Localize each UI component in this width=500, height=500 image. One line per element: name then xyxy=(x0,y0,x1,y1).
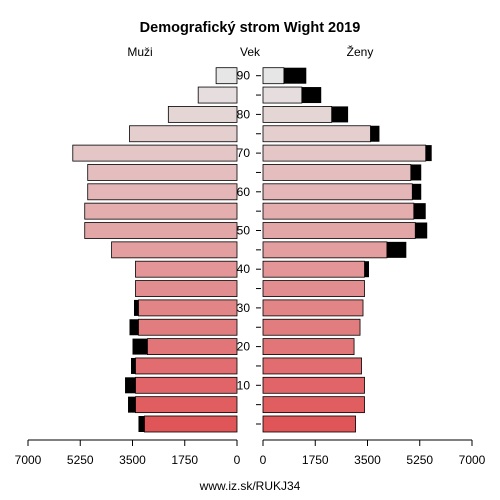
age-tick-label: 70 xyxy=(237,146,251,160)
male-bar-60-64 xyxy=(87,183,238,201)
male-excess-bar-30-34 xyxy=(133,299,139,316)
age-tick-label: 50 xyxy=(237,224,251,238)
male-excess-bar-5-9 xyxy=(128,396,136,413)
chart-title: Demografický strom Wight 2019 xyxy=(140,20,361,36)
female-excess-bar-40-44 xyxy=(364,261,369,278)
female-bar-70-74 xyxy=(262,144,427,162)
x-tick-label-right: 3500 xyxy=(354,453,381,467)
female-excess-bar-55-59 xyxy=(413,203,426,220)
female-excess-bar-65-69 xyxy=(410,164,422,181)
x-tick-label-left: 7000 xyxy=(15,453,42,467)
female-bar-45-49 xyxy=(262,241,388,259)
male-bar-90+ xyxy=(215,67,238,85)
male-bar-70-74 xyxy=(72,144,238,162)
left-series-label: Muži xyxy=(127,45,152,59)
male-excess-bar-0-4 xyxy=(138,416,145,432)
female-bar-90+ xyxy=(262,67,285,85)
age-tick-label: 30 xyxy=(237,301,251,315)
male-bar-50-54 xyxy=(84,222,238,239)
female-bar-25-29 xyxy=(262,318,361,336)
x-tick-label-right: 5250 xyxy=(406,453,433,467)
male-bars xyxy=(72,67,238,433)
right-series-label: Ženy xyxy=(347,44,374,59)
age-tick-label: 80 xyxy=(237,107,251,121)
male-bar-65-69 xyxy=(87,164,238,181)
female-excess-bar-45-49 xyxy=(386,241,407,258)
male-bar-30-34 xyxy=(138,299,238,317)
male-excess-bar-15-19 xyxy=(131,357,136,374)
female-bar-5-9 xyxy=(262,396,365,414)
age-tick-label: 40 xyxy=(237,262,251,276)
female-excess-bar-60-64 xyxy=(412,183,422,200)
female-bar-30-34 xyxy=(262,299,364,317)
male-bar-85-89 xyxy=(197,86,238,104)
female-bars xyxy=(262,67,432,433)
female-bar-75-79 xyxy=(262,125,371,143)
female-excess-bar-70-74 xyxy=(425,145,432,162)
age-tick-label: 60 xyxy=(237,185,251,199)
male-excess-bar-20-24 xyxy=(132,338,148,355)
female-excess-bar-75-79 xyxy=(370,125,380,142)
age-tick-label: 10 xyxy=(237,378,251,392)
female-bar-65-69 xyxy=(262,164,412,181)
age-tick-label: 90 xyxy=(237,69,251,83)
x-tick-label-left: 3500 xyxy=(119,453,146,467)
female-bar-80-84 xyxy=(262,106,333,123)
female-excess-bar-90+ xyxy=(283,67,307,84)
female-bar-60-64 xyxy=(262,183,413,201)
x-tick-label-left: 0 xyxy=(234,453,241,467)
male-bar-5-9 xyxy=(135,396,238,414)
male-bar-45-49 xyxy=(111,241,238,259)
female-bar-10-14 xyxy=(262,376,365,394)
female-bar-55-59 xyxy=(262,202,415,220)
female-excess-bar-50-54 xyxy=(415,222,428,239)
male-bar-15-19 xyxy=(135,357,238,375)
female-excess-bar-80-84 xyxy=(331,106,349,123)
male-excess-bar-25-29 xyxy=(129,319,139,336)
female-bar-85-89 xyxy=(262,86,303,104)
male-bar-25-29 xyxy=(138,318,238,336)
age-tick-label: 20 xyxy=(237,340,251,354)
axes: 7000 5250 3500 1750 0 0 1750 3500 5250 7000 10 20 30… xyxy=(15,69,486,467)
footer-text: www.iz.sk/RUKJ34 xyxy=(199,479,301,493)
male-bar-40-44 xyxy=(135,260,238,278)
center-axis-label: Vek xyxy=(240,45,261,59)
x-tick-label-left: 5250 xyxy=(67,453,94,467)
female-bar-20-24 xyxy=(262,338,355,356)
male-bar-20-24 xyxy=(147,338,238,356)
male-excess-bar-10-14 xyxy=(125,377,136,394)
male-bar-10-14 xyxy=(135,376,238,394)
female-bar-50-54 xyxy=(262,222,416,239)
male-bar-35-39 xyxy=(135,280,238,297)
male-bar-55-59 xyxy=(84,202,238,220)
female-bar-40-44 xyxy=(262,260,365,278)
male-bar-80-84 xyxy=(167,106,238,123)
female-bar-0-4 xyxy=(262,415,356,433)
male-bar-0-4 xyxy=(144,415,238,433)
female-excess-bar-85-89 xyxy=(301,87,322,104)
female-bar-35-39 xyxy=(262,280,365,297)
x-tick-label-right: 7000 xyxy=(459,453,486,467)
female-bar-15-19 xyxy=(262,357,362,375)
x-tick-label-right: 0 xyxy=(260,453,267,467)
male-bar-75-79 xyxy=(129,125,238,143)
x-tick-label-left: 1750 xyxy=(171,453,198,467)
x-tick-label-right: 1750 xyxy=(302,453,329,467)
